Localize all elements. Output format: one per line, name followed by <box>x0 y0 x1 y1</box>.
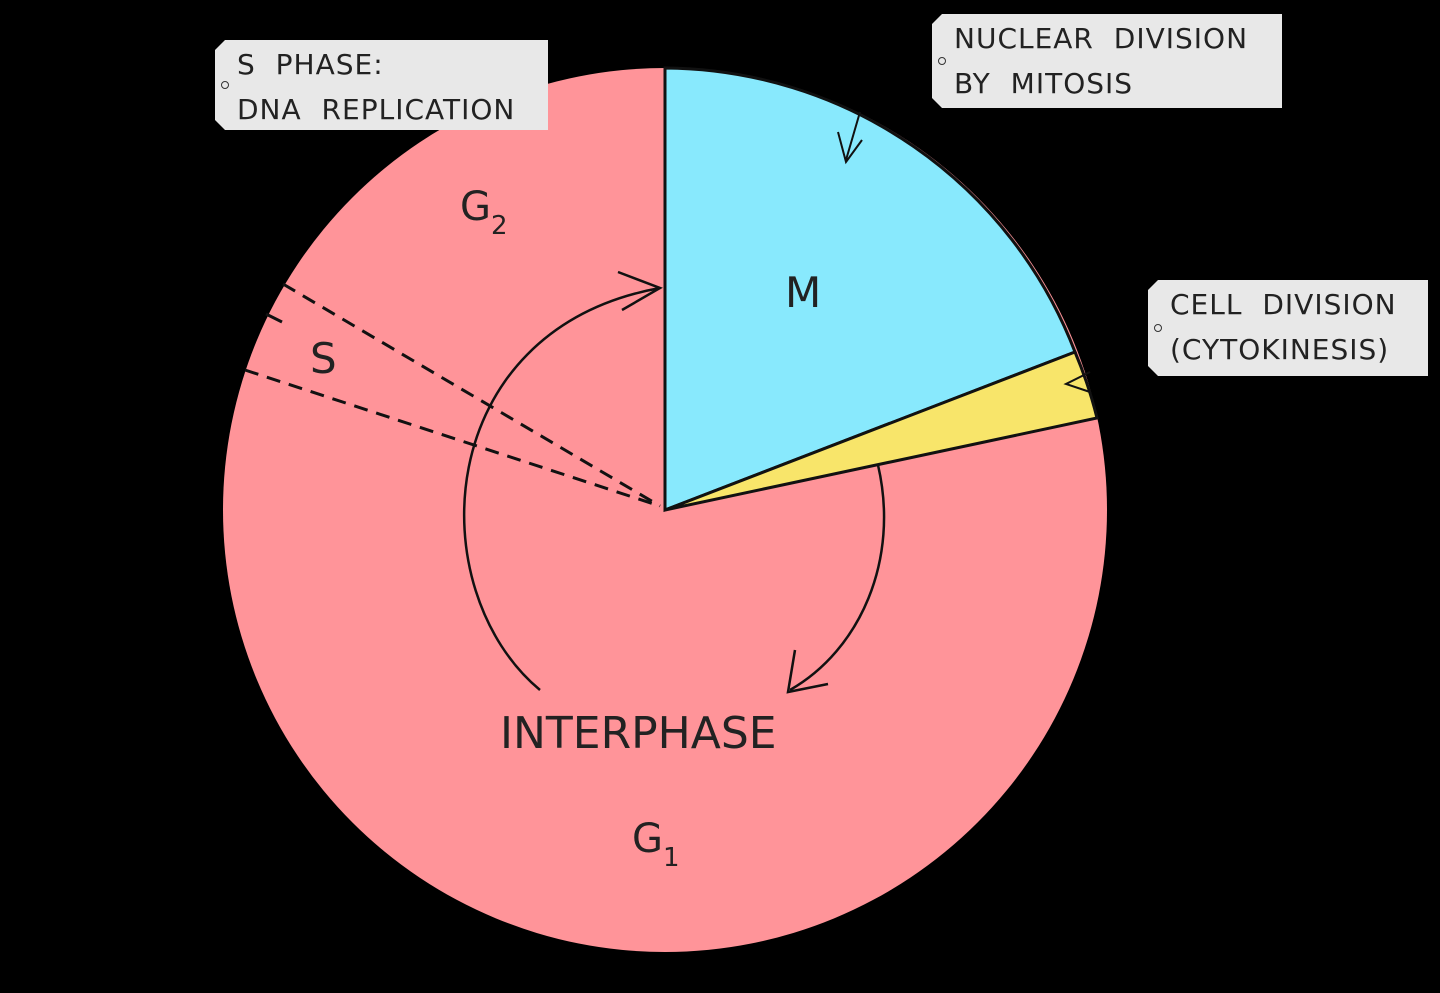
interphase-label: INTERPHASE <box>500 708 777 759</box>
label-line: CELL DIVISION <box>1170 288 1397 321</box>
arrowhead-icon <box>617 270 663 312</box>
pin-dot-icon <box>1154 324 1162 332</box>
s-phase-label-box: S PHASE: DNA REPLICATION <box>215 40 548 130</box>
nuclear-division-label-box: NUCLEAR DIVISION BY MITOSIS <box>932 14 1282 108</box>
g1-label: G1 <box>632 816 680 873</box>
label-line: (CYTOKINESIS) <box>1170 333 1390 366</box>
s-phase-boundary-lower <box>244 368 661 508</box>
pin-dot-icon <box>221 81 229 89</box>
m-label: M <box>785 268 821 317</box>
cytokinesis-pointer-arrow <box>1063 371 1091 393</box>
mitosis-sector <box>663 66 1077 513</box>
label-line: DNA REPLICATION <box>237 93 516 126</box>
s-phase-boundary-upper <box>282 282 661 508</box>
cytokinesis-sector <box>664 350 1099 512</box>
label-line: NUCLEAR DIVISION <box>954 22 1249 55</box>
pin-dot-icon <box>938 57 946 65</box>
label-line: S PHASE: <box>237 48 384 81</box>
interphase-arrow-right <box>789 464 886 692</box>
g2-label: G2 <box>460 184 508 241</box>
mitosis-pointer-arrow <box>837 111 863 165</box>
s-label: S <box>310 334 337 383</box>
s-phase-tick <box>265 312 283 324</box>
label-line: BY MITOSIS <box>954 67 1134 100</box>
arrowhead-icon <box>786 649 829 694</box>
cell-division-label-box: CELL DIVISION (CYTOKINESIS) <box>1148 280 1428 376</box>
interphase-arrow-left <box>463 286 661 691</box>
